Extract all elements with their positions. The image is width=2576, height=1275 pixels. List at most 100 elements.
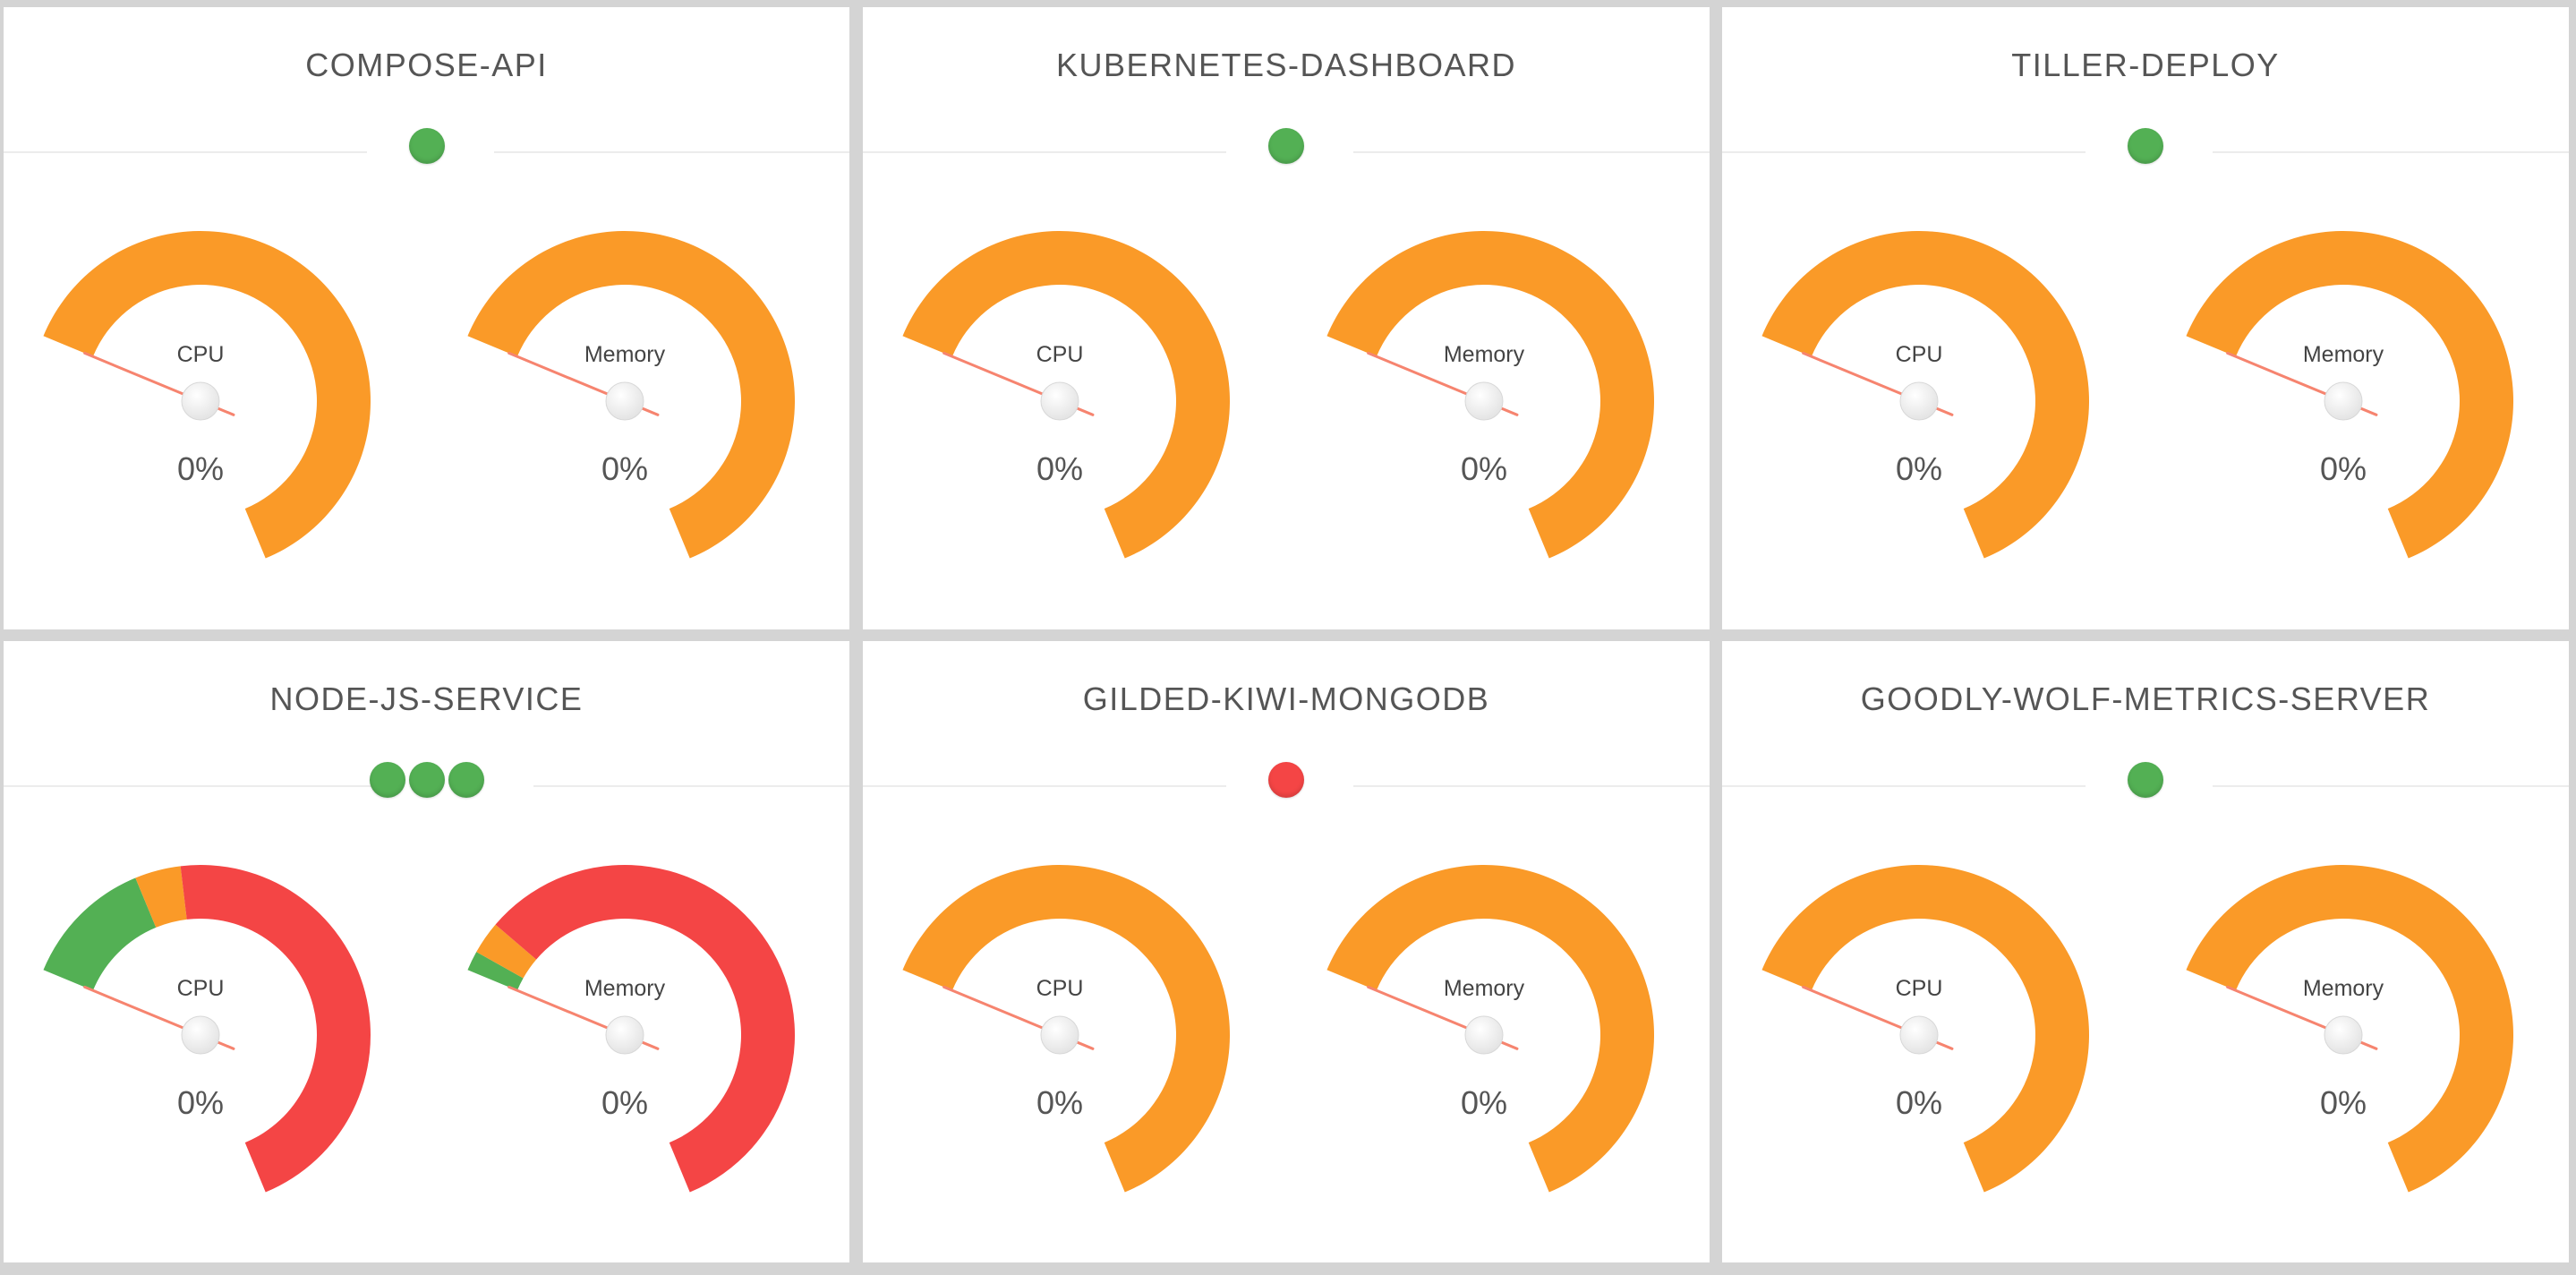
cpu-gauge-label: CPU — [1896, 976, 1943, 1001]
gauge-row: CPU 0% Memory 0% — [1722, 847, 2569, 1205]
memory-gauge-band — [467, 231, 795, 559]
cpu-gauge: CPU 0% — [1761, 231, 2089, 559]
divider-right — [533, 785, 849, 787]
cpu-gauge: CPU 0% — [43, 865, 371, 1193]
memory-gauge: Memory 0% — [467, 231, 795, 559]
memory-gauge-label: Memory — [2303, 342, 2384, 367]
memory-gauge-value: 0% — [1461, 1084, 1507, 1121]
memory-gauge-band — [476, 924, 537, 979]
pod-status-dot — [448, 762, 484, 798]
memory-gauge-band — [2186, 231, 2513, 559]
cpu-gauge-band — [135, 866, 187, 928]
memory-gauge-label: Memory — [2303, 976, 2384, 1001]
pod-status-indicators — [1722, 128, 2569, 164]
memory-gauge-hub — [2324, 381, 2363, 421]
cpu-gauge-band — [1761, 231, 2089, 559]
pod-status-indicators — [4, 762, 849, 798]
memory-gauge-band — [467, 952, 524, 991]
pod-status-indicators — [863, 762, 1710, 798]
memory-gauge-label: Memory — [1444, 976, 1525, 1001]
service-title: GILDED-KIWI-MONGODB — [1082, 680, 1490, 717]
cpu-gauge-label: CPU — [177, 342, 225, 367]
pod-status-indicators — [4, 128, 849, 164]
gauge-row: CPU 0% Memory 0% — [1722, 213, 2569, 571]
service-panel: TILLER-DEPLOY CPU 0% Memory 0% — [1722, 7, 2569, 629]
cpu-gauge-band — [902, 231, 1230, 559]
cpu-gauge-hub — [1040, 381, 1079, 421]
memory-gauge-band — [1326, 865, 1654, 1193]
cpu-gauge: CPU 0% — [902, 865, 1230, 1193]
divider-left — [863, 151, 1226, 153]
memory-gauge-band — [495, 865, 795, 1193]
cpu-gauge: CPU 0% — [902, 231, 1230, 559]
memory-gauge-band — [2186, 865, 2513, 1193]
memory-gauge-label: Memory — [584, 342, 666, 367]
divider-left — [4, 151, 367, 153]
memory-gauge-value: 0% — [601, 1084, 648, 1121]
pod-status-dot — [369, 762, 405, 798]
divider-right — [2213, 151, 2569, 153]
cpu-gauge-hub — [1040, 1015, 1079, 1055]
divider-left — [1722, 151, 2086, 153]
memory-gauge-hub — [605, 381, 644, 421]
memory-gauge-value: 0% — [601, 450, 648, 487]
memory-gauge-value: 0% — [2320, 1084, 2367, 1121]
cpu-gauge: CPU 0% — [1761, 865, 2089, 1193]
service-panel: KUBERNETES-DASHBOARD CPU 0% Memory 0% — [863, 7, 1710, 629]
cpu-gauge-hub — [1899, 381, 1939, 421]
cpu-gauge-value: 0% — [1896, 450, 1942, 487]
cpu-gauge-hub — [181, 1015, 220, 1055]
cpu-gauge-value: 0% — [1896, 1084, 1942, 1121]
service-title: COMPOSE-API — [305, 47, 548, 83]
cpu-gauge-band — [1761, 865, 2089, 1193]
memory-gauge: Memory 0% — [1326, 865, 1654, 1193]
divider-right — [2213, 785, 2569, 787]
cpu-gauge-band — [43, 231, 371, 559]
pod-status-dot — [2128, 762, 2163, 798]
memory-gauge-hub — [2324, 1015, 2363, 1055]
pod-status-dot — [1268, 762, 1304, 798]
cpu-gauge-value: 0% — [1036, 450, 1083, 487]
cpu-gauge-label: CPU — [1036, 342, 1084, 367]
memory-gauge-label: Memory — [1444, 342, 1525, 367]
gauge-row: CPU 0% Memory 0% — [863, 213, 1710, 571]
memory-gauge: Memory 0% — [2186, 865, 2513, 1193]
service-panel: GOODLY-WOLF-METRICS-SERVER CPU 0% Memory 0% — [1722, 641, 2569, 1262]
divider-left — [863, 785, 1226, 787]
memory-gauge-hub — [1464, 381, 1504, 421]
pod-status-dot — [1268, 128, 1304, 164]
cpu-gauge-label: CPU — [1896, 342, 1943, 367]
pod-status-dot — [2128, 128, 2163, 164]
divider-left — [1722, 785, 2086, 787]
service-panel: COMPOSE-API CPU 0% Memory 0% — [4, 7, 849, 629]
cpu-gauge-label: CPU — [177, 976, 225, 1001]
gauge-row: CPU 0% Memory 0% — [863, 847, 1710, 1205]
service-panel: GILDED-KIWI-MONGODB CPU 0% Memory 0% — [863, 641, 1710, 1262]
memory-gauge-band — [1326, 231, 1654, 559]
service-panel: NODE-JS-SERVICE CPU 0% Memory 0% — [4, 641, 849, 1262]
divider-right — [494, 151, 849, 153]
cpu-gauge-band — [180, 865, 371, 1193]
memory-gauge-value: 0% — [2320, 450, 2367, 487]
cpu-gauge-value: 0% — [177, 1084, 224, 1121]
service-title: KUBERNETES-DASHBOARD — [1055, 47, 1517, 83]
cpu-gauge-hub — [1899, 1015, 1939, 1055]
memory-gauge: Memory 0% — [467, 865, 795, 1193]
memory-gauge: Memory 0% — [2186, 231, 2513, 559]
memory-gauge-value: 0% — [1461, 450, 1507, 487]
pod-status-indicators — [1722, 762, 2569, 798]
gauge-row: CPU 0% Memory 0% — [4, 213, 849, 571]
memory-gauge-label: Memory — [584, 976, 666, 1001]
divider-left — [4, 785, 372, 787]
memory-gauge-hub — [605, 1015, 644, 1055]
divider-right — [1353, 785, 1710, 787]
cpu-gauge-band — [902, 865, 1230, 1193]
gauge-row: CPU 0% Memory 0% — [4, 847, 849, 1205]
pod-status-dot — [408, 762, 445, 798]
cpu-gauge-band — [43, 877, 157, 991]
cpu-gauge-hub — [181, 381, 220, 421]
service-title: TILLER-DEPLOY — [2011, 47, 2280, 83]
cpu-gauge-label: CPU — [1036, 976, 1084, 1001]
memory-gauge-hub — [1464, 1015, 1504, 1055]
